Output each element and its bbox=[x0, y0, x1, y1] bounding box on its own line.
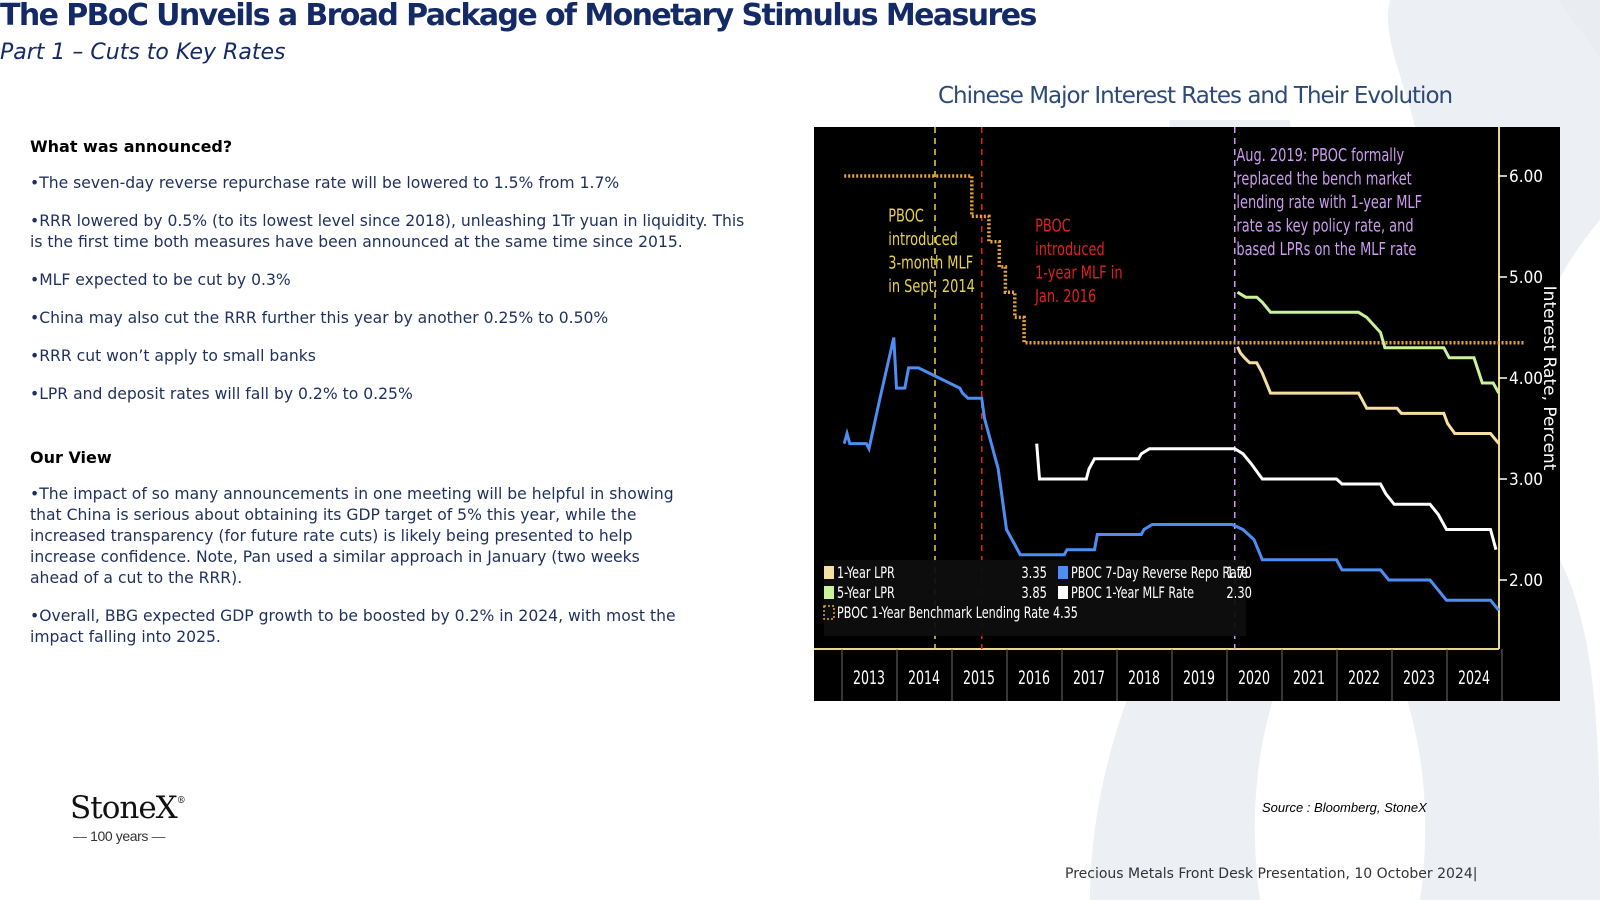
legend-label: PBOC 1-Year MLF Rate bbox=[1071, 584, 1194, 603]
x-tick-label: 2023 bbox=[1403, 667, 1435, 689]
y-tick-label: 2.00 bbox=[1509, 571, 1543, 591]
annotation-text: replaced the bench market bbox=[1236, 167, 1411, 189]
legend-label: 1-Year LPR bbox=[837, 564, 895, 583]
legend-swatch bbox=[1058, 586, 1068, 599]
x-tick-label: 2014 bbox=[908, 667, 940, 689]
series-line-bench bbox=[844, 174, 1524, 345]
x-tick-label: 2024 bbox=[1458, 667, 1490, 689]
x-tick-label: 2018 bbox=[1128, 667, 1160, 689]
series-line-lpr1 bbox=[1236, 346, 1500, 445]
annotation-text: introduced bbox=[888, 228, 958, 250]
x-tick-label: 2019 bbox=[1183, 667, 1215, 689]
annotation-text: Aug. 2019: PBOC formally bbox=[1236, 144, 1404, 166]
y-tick-label: 6.00 bbox=[1509, 167, 1543, 187]
annotation-text: Jan. 2016 bbox=[1034, 285, 1096, 307]
section-heading-announced: What was announced? bbox=[30, 137, 233, 156]
annotation-text: PBOC bbox=[1035, 214, 1071, 236]
page-title: The PBoC Unveils a Broad Package of Mone… bbox=[0, 0, 1037, 33]
bullet-item: •Overall, BBG expected GDP growth to be … bbox=[30, 607, 676, 646]
logo-years: 100 years bbox=[90, 828, 148, 844]
bullet-item: •China may also cut the RRR further this… bbox=[30, 309, 609, 327]
legend-swatch bbox=[824, 566, 834, 579]
legend-swatch bbox=[1058, 566, 1068, 579]
annotation-text: rate as key policy rate, and bbox=[1236, 214, 1413, 236]
legend-label: PBOC 1-Year Benchmark Lending Rate 4.35 bbox=[837, 604, 1078, 623]
legend-label: PBOC 7-Day Reverse Repo Rate bbox=[1071, 564, 1248, 583]
bullet-item: •RRR lowered by 0.5% (to its lowest leve… bbox=[30, 212, 745, 251]
left-text-panel: What was announced? •The seven-day rever… bbox=[30, 136, 750, 665]
logo-dash-right: — bbox=[151, 828, 166, 844]
stonex-logo: StoneX® — 100 years — bbox=[70, 790, 186, 844]
x-tick-label: 2021 bbox=[1293, 667, 1325, 689]
x-tick-label: 2015 bbox=[963, 667, 995, 689]
bullet-item: •The seven-day reverse repurchase rate w… bbox=[30, 174, 620, 192]
source-note: Source : Bloomberg, StoneX bbox=[1262, 800, 1427, 815]
legend-box bbox=[824, 560, 1246, 636]
x-tick-label: 2016 bbox=[1018, 667, 1050, 689]
logo-registered-mark: ® bbox=[176, 796, 186, 806]
logo-dash-left: — bbox=[73, 828, 87, 844]
footer-text: Precious Metals Front Desk Presentation,… bbox=[1065, 866, 1478, 882]
x-tick-label: 2013 bbox=[853, 667, 885, 689]
bullet-item: •LPR and deposit rates will fall by 0.2%… bbox=[30, 385, 413, 403]
logo-name: StoneX bbox=[70, 790, 178, 826]
annotation-text: introduced bbox=[1035, 238, 1105, 260]
y-tick-label: 5.00 bbox=[1509, 268, 1543, 288]
annotation-text: in Sept. 2014 bbox=[888, 275, 975, 297]
annotation-text: PBOC bbox=[888, 204, 924, 226]
interest-rate-chart: 2.00 3.00 4.00 5.00 6.00 2013 2014 2015 2016 2017… bbox=[814, 127, 1560, 701]
annotation-text: 3-month MLF bbox=[888, 251, 973, 273]
chart-title: Chinese Major Interest Rates and Their E… bbox=[938, 83, 1453, 109]
annotation-text: based LPRs on the MLF rate bbox=[1236, 238, 1416, 260]
bullet-item: •MLF expected to be cut by 0.3% bbox=[30, 271, 291, 289]
y-axis-title: Interest Rate, Percent bbox=[1539, 286, 1559, 471]
bullet-item: •RRR cut won’t apply to small banks bbox=[30, 347, 316, 365]
series-line-mlf bbox=[1035, 443, 1498, 551]
legend-swatch bbox=[823, 605, 835, 620]
y-tick-label: 4.00 bbox=[1509, 369, 1543, 389]
x-tick-label: 2022 bbox=[1348, 667, 1380, 689]
legend-label: 5-Year LPR bbox=[837, 584, 895, 603]
legend-value: 2.30 bbox=[1226, 584, 1252, 602]
y-tick-label: 3.00 bbox=[1509, 470, 1543, 490]
series-line-lpr5 bbox=[1236, 290, 1501, 394]
x-tick-label: 2017 bbox=[1073, 667, 1105, 689]
page-subtitle: Part 1 – Cuts to Key Rates bbox=[0, 40, 286, 65]
legend-value: 3.85 bbox=[1021, 584, 1047, 602]
legend-swatch bbox=[824, 586, 834, 599]
legend-value: 1.70 bbox=[1226, 564, 1252, 582]
section-heading-our-view: Our View bbox=[30, 448, 112, 467]
annotation-text: lending rate with 1-year MLF bbox=[1236, 191, 1422, 213]
annotation-text: 1-year MLF in bbox=[1035, 261, 1122, 283]
legend-value: 3.35 bbox=[1021, 564, 1047, 582]
series-line-repo bbox=[842, 337, 1500, 612]
bullet-item: •The impact of so many announcements in … bbox=[30, 485, 674, 587]
x-tick-label: 2020 bbox=[1238, 667, 1270, 689]
